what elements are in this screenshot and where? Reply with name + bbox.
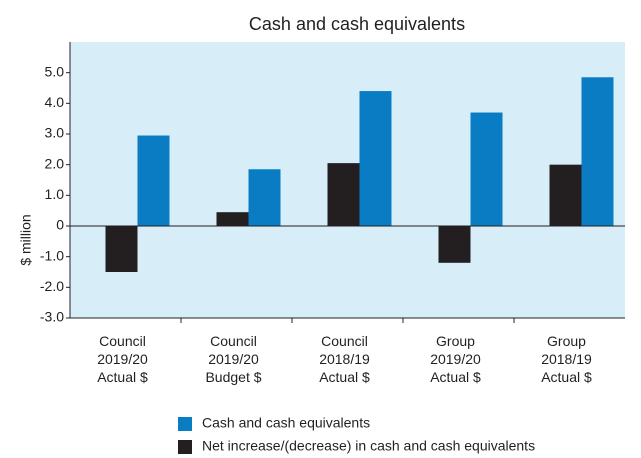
y-tick-label: 5.0 <box>45 63 65 79</box>
legend-swatch <box>178 440 192 454</box>
x-tick-label: Council 2018/19 Actual $ <box>319 333 370 385</box>
x-tick-label: Council 2019/20 Budget $ <box>205 333 262 385</box>
bar <box>470 112 503 226</box>
y-tick-label: 3.0 <box>45 125 65 141</box>
y-tick-label: -3.0 <box>40 309 64 325</box>
bar <box>248 169 281 226</box>
y-tick-label: 0 <box>56 217 64 233</box>
y-tick-label: 4.0 <box>45 94 65 110</box>
y-tick-label: 2.0 <box>45 155 65 171</box>
y-tick-label: -1.0 <box>40 247 64 263</box>
legend-swatch <box>178 417 192 431</box>
x-tick-label: Group 2018/19 Actual $ <box>541 333 592 385</box>
bar <box>105 226 138 272</box>
bar <box>216 212 249 226</box>
y-axis-label: $ million <box>18 214 34 265</box>
bar <box>581 77 614 227</box>
bar <box>359 91 392 226</box>
bar <box>327 163 360 226</box>
legend-label: Net increase/(decrease) in cash and cash… <box>202 438 535 454</box>
bar <box>137 135 170 226</box>
x-tick-label: Council 2019/20 Actual $ <box>97 333 148 385</box>
y-tick-label: -2.0 <box>40 278 64 294</box>
legend-label: Cash and cash equivalents <box>202 415 370 431</box>
chart-title: Cash and cash equivalents <box>249 14 465 34</box>
x-tick-label: Group 2019/20 Actual $ <box>430 333 481 385</box>
bar <box>438 226 471 263</box>
y-tick-label: 1.0 <box>45 186 65 202</box>
bar <box>549 164 582 226</box>
